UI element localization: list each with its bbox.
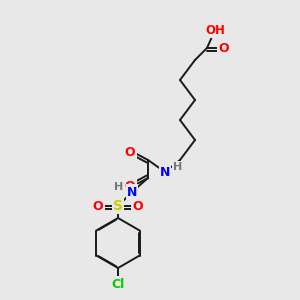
Text: O: O	[93, 200, 103, 212]
Text: O: O	[219, 41, 229, 55]
Text: S: S	[113, 199, 123, 213]
Text: Cl: Cl	[111, 278, 124, 290]
Text: O: O	[125, 179, 135, 193]
Text: OH: OH	[205, 23, 225, 37]
Text: H: H	[173, 162, 183, 172]
Text: N: N	[160, 166, 170, 178]
Text: O: O	[133, 200, 143, 212]
Text: O: O	[125, 146, 135, 158]
Text: N: N	[127, 185, 137, 199]
Text: H: H	[114, 182, 124, 192]
